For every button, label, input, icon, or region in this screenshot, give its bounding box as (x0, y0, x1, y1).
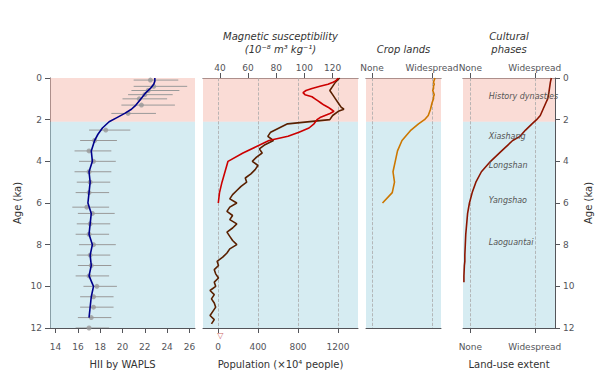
svg-text:6: 6 (36, 198, 42, 208)
svg-text:History dynasties: History dynasties (489, 92, 558, 101)
svg-text:12: 12 (563, 323, 574, 333)
svg-text:16: 16 (72, 342, 84, 352)
svg-text:(10⁻⁸ m³ kg⁻¹): (10⁻⁸ m³ kg⁻¹) (245, 44, 316, 55)
svg-text:14: 14 (50, 342, 62, 352)
svg-text:6: 6 (563, 198, 569, 208)
svg-text:60: 60 (242, 63, 254, 73)
svg-text:22: 22 (139, 342, 150, 352)
svg-text:4: 4 (563, 156, 569, 166)
svg-text:10: 10 (31, 281, 43, 291)
svg-text:Widespread: Widespread (508, 342, 561, 352)
svg-text:▽: ▽ (217, 331, 224, 340)
svg-text:120: 120 (324, 63, 341, 73)
svg-text:24: 24 (161, 342, 173, 352)
svg-text:Yangshao: Yangshao (489, 196, 527, 205)
svg-text:Widespread: Widespread (405, 63, 458, 73)
svg-text:Crop lands: Crop lands (377, 44, 431, 55)
svg-text:Longshan: Longshan (489, 161, 528, 170)
svg-text:10: 10 (563, 281, 575, 291)
svg-text:2: 2 (36, 115, 42, 125)
svg-text:40: 40 (214, 63, 226, 73)
svg-text:12: 12 (31, 323, 42, 333)
svg-text:Magnetic susceptibility: Magnetic susceptibility (223, 31, 339, 42)
svg-text:8: 8 (563, 240, 569, 250)
svg-text:26: 26 (184, 342, 196, 352)
svg-text:400: 400 (249, 342, 266, 352)
svg-text:800: 800 (289, 342, 306, 352)
svg-text:100: 100 (296, 63, 313, 73)
svg-text:Age (ka): Age (ka) (583, 182, 594, 224)
svg-text:Laoguantai: Laoguantai (489, 238, 534, 247)
svg-text:0: 0 (215, 342, 221, 352)
svg-text:1200: 1200 (327, 342, 350, 352)
svg-text:phases: phases (490, 44, 526, 55)
svg-text:20: 20 (117, 342, 129, 352)
svg-text:0: 0 (36, 73, 42, 83)
svg-text:Population (×10⁴ people): Population (×10⁴ people) (218, 359, 344, 370)
svg-text:Age (ka): Age (ka) (12, 182, 23, 224)
svg-text:Cultural: Cultural (489, 31, 529, 42)
svg-text:Land-use extent: Land-use extent (468, 359, 549, 370)
svg-text:4: 4 (36, 156, 42, 166)
svg-text:80: 80 (271, 63, 283, 73)
svg-text:None: None (459, 342, 483, 352)
svg-text:0: 0 (563, 73, 569, 83)
svg-text:None: None (360, 63, 384, 73)
svg-text:2: 2 (563, 115, 569, 125)
svg-text:8: 8 (36, 240, 42, 250)
svg-text:Widespread: Widespread (508, 63, 561, 73)
svg-text:HII by WAPLS: HII by WAPLS (89, 359, 155, 370)
svg-text:Xiashang: Xiashang (488, 132, 526, 141)
svg-text:18: 18 (94, 342, 106, 352)
svg-text:None: None (459, 63, 483, 73)
